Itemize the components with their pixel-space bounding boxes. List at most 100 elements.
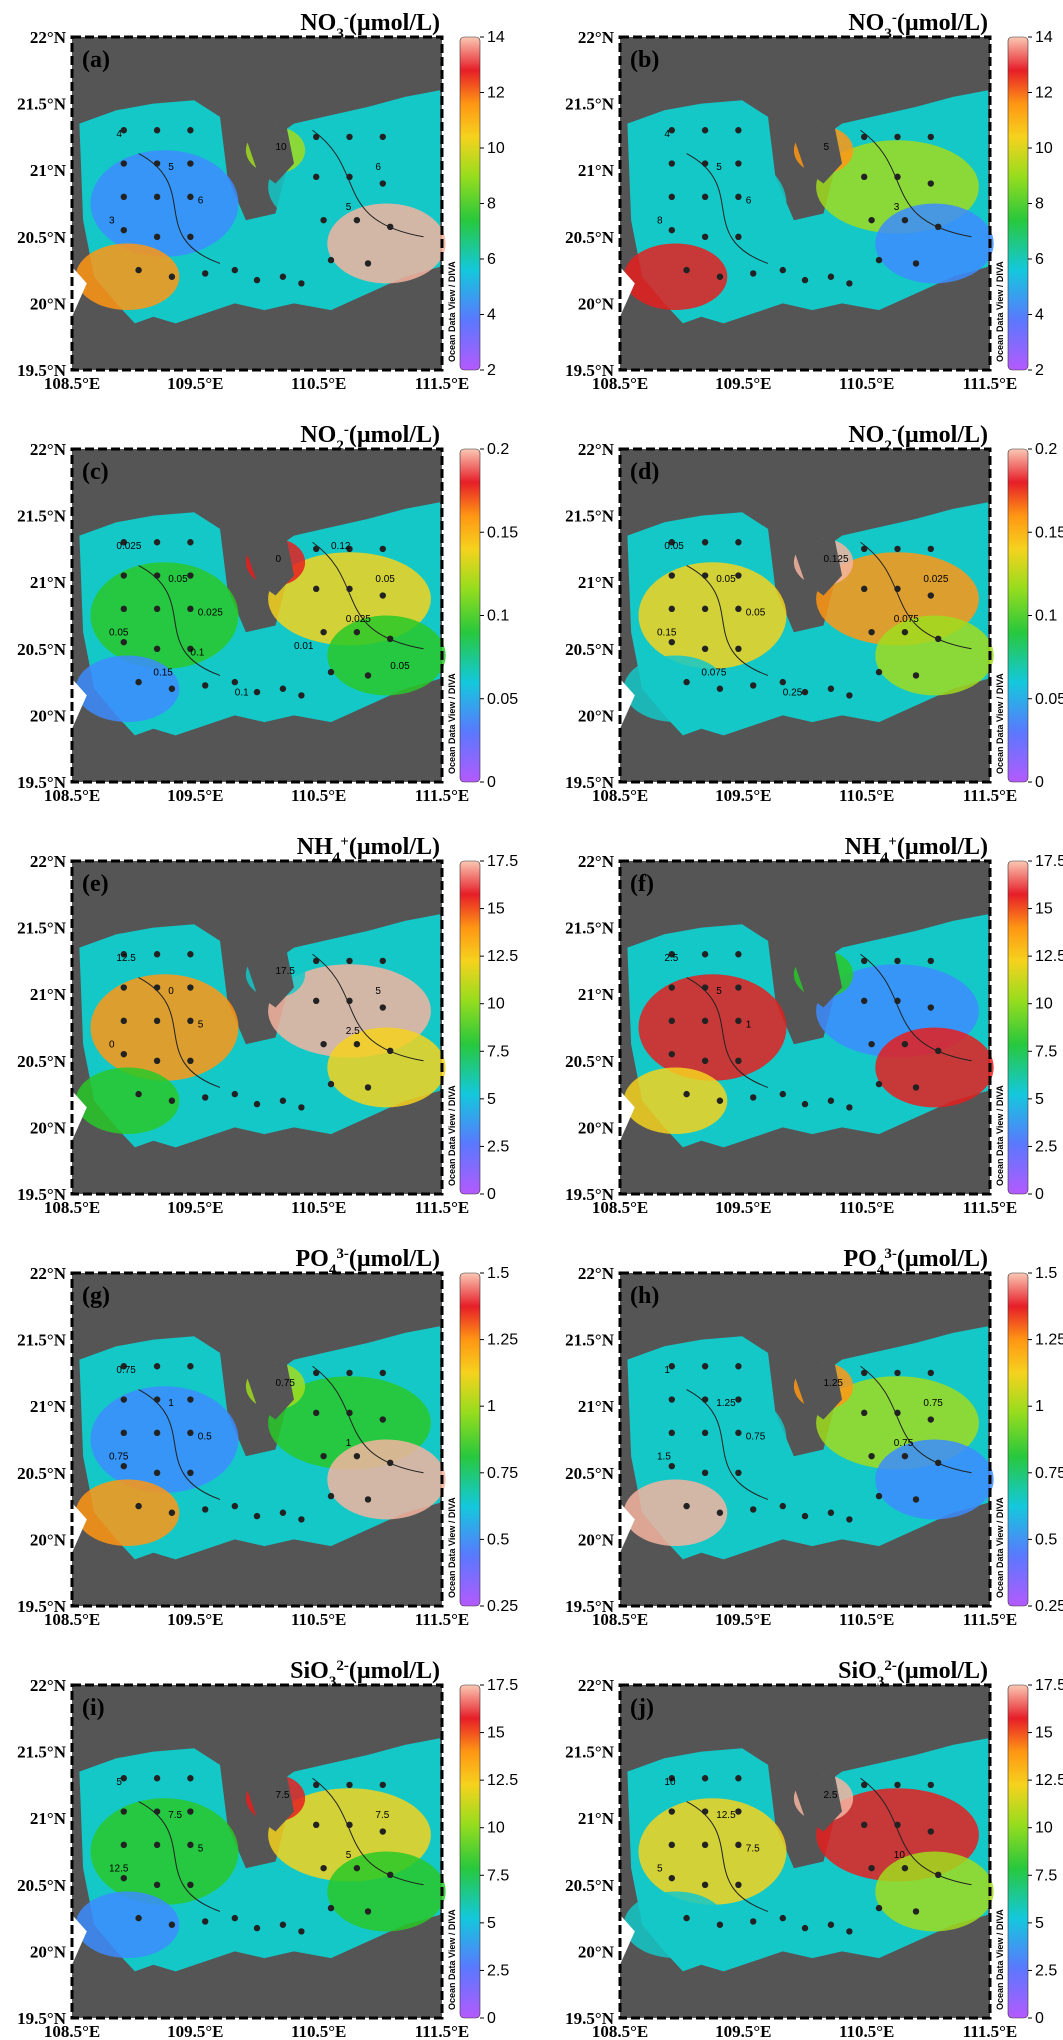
colorbar-tick-label: 5 <box>1035 1915 1044 1932</box>
sampling-station-dot <box>346 1409 353 1417</box>
sampling-station-dot <box>668 1396 675 1403</box>
sampling-station-dot <box>346 1781 353 1789</box>
sampling-station-dot <box>927 1828 934 1835</box>
sampling-station-dot <box>912 1084 920 1091</box>
concentration-patch <box>638 150 787 257</box>
latitude-tick-label: 21°N <box>578 1397 615 1416</box>
concentration-patch <box>90 150 239 257</box>
hainan-land <box>286 310 346 370</box>
latitude-tick-label: 20°N <box>578 1942 615 1961</box>
sampling-station-dot <box>313 173 320 181</box>
sampling-station-dot <box>701 1396 709 1403</box>
colorbar-tick-label: 2.5 <box>1035 1962 1057 1979</box>
sampling-station-dot <box>135 678 142 686</box>
sampling-station-dot <box>861 133 868 141</box>
sampling-station-dot <box>346 997 353 1005</box>
title-superscript: 2- <box>336 1658 349 1674</box>
sampling-station-dot <box>894 1409 901 1417</box>
sampling-station-dot <box>231 266 238 274</box>
sampling-station-dot <box>875 256 883 264</box>
colorbar: 17.5 15 12.5 10 7.5 5 2.5 0 Ocean Data View / DI… <box>447 1677 518 2027</box>
title-unit: (µmol/L) <box>349 834 440 860</box>
sampling-station-dot <box>120 1841 127 1849</box>
colorbar-gradient <box>459 36 481 371</box>
sampling-station-dot <box>253 1512 261 1520</box>
latitude-tick-label: 22°N <box>578 28 615 47</box>
contour-label: 5 <box>375 986 381 997</box>
sampling-station-dot <box>153 605 161 613</box>
sampling-station-dot <box>827 1509 835 1516</box>
sampling-station-dot <box>187 1429 194 1437</box>
contour-label: 2.5 <box>824 1790 838 1801</box>
latitude-tick-label: 20°N <box>30 1530 67 1549</box>
colorbar-tick-label: 17.5 <box>1035 1677 1063 1694</box>
sampling-station-dot <box>153 233 161 240</box>
title-species: NH <box>297 834 333 860</box>
sampling-station-dot <box>187 1881 194 1888</box>
longitude-tick-label: 110.5°E <box>839 786 894 805</box>
title-unit: (µmol/L) <box>349 1246 440 1272</box>
contour-label: 10 <box>894 1850 906 1861</box>
sampling-station-dot <box>387 223 394 231</box>
hainan-land <box>657 323 731 370</box>
leizhou-peninsula-land <box>242 1774 294 1832</box>
longitude-tick-label: 111.5°E <box>415 1198 470 1217</box>
sampling-station-dot <box>279 1921 287 1928</box>
contour-label: 0.12 <box>331 541 351 552</box>
longitude-tick-label: 110.5°E <box>291 374 346 393</box>
sampling-station-dot <box>153 539 161 546</box>
longitude-tick-label: 111.5°E <box>415 786 470 805</box>
sampling-station-dot <box>353 216 361 224</box>
sampling-station-dot <box>135 1090 142 1098</box>
sampling-station-dot <box>735 1881 742 1888</box>
contour-label: 0.75 <box>276 1378 296 1389</box>
title-superscript: - <box>344 422 349 438</box>
sampling-station-dot <box>668 638 675 646</box>
map-frame <box>618 859 992 1196</box>
odv-credit: Ocean Data View / DIVA <box>995 1497 1005 1598</box>
sampling-station-dot <box>153 127 161 134</box>
concentration-patch <box>638 1798 787 1905</box>
sampling-station-dot <box>120 226 127 234</box>
contour-label: 0.075 <box>701 667 726 678</box>
sampling-station-dot <box>168 685 176 692</box>
sampling-station-dot <box>120 1396 127 1403</box>
panel-d: NO2-(µmol/L)0.050.050.050.150.1250.0750.… <box>565 422 1063 805</box>
nodata-region <box>72 678 87 729</box>
sampling-station-dot <box>861 957 868 965</box>
latitude-tick-label: 22°N <box>30 28 67 47</box>
sampling-station-dot <box>735 1363 742 1370</box>
sampling-station-dot <box>927 1781 934 1789</box>
title-species: NO <box>848 10 884 36</box>
colorbar-tick-label: 10 <box>487 140 505 157</box>
contour-label: 0.75 <box>894 1438 914 1449</box>
longitude-tick-label: 110.5°E <box>291 786 346 805</box>
sampling-station-dot <box>120 1775 127 1782</box>
sampling-station-dot <box>153 1775 161 1782</box>
title-unit: (µmol/L) <box>897 10 988 36</box>
sampling-station-dot <box>153 1469 161 1476</box>
panel-label: (h) <box>630 1283 659 1309</box>
sampling-station-dot <box>379 1828 386 1835</box>
sampling-station-dot <box>153 1881 161 1888</box>
hainan-land <box>286 1958 346 2018</box>
latitude-tick-label: 20.5°N <box>17 228 67 247</box>
contour-label: 5 <box>716 162 722 173</box>
hainan-land <box>286 1134 346 1194</box>
leizhou-peninsula-land <box>242 1362 294 1420</box>
colorbar-tick-label: 10 <box>1035 996 1053 1013</box>
concentration-patch <box>75 655 180 723</box>
sampling-station-dot <box>153 1841 161 1849</box>
sampling-station-dot <box>668 193 675 201</box>
sampling-station-dot <box>701 605 709 613</box>
leizhou-peninsula-land <box>790 1774 842 1832</box>
sampling-station-dot <box>894 173 901 181</box>
sampling-station-dot <box>861 545 868 553</box>
colorbar: 17.5 15 12.5 10 7.5 5 2.5 0 Ocean Data View / DI… <box>447 853 518 1203</box>
colorbar-tick-label: 0.05 <box>487 691 518 708</box>
concentration-patch <box>75 243 180 311</box>
contour-label: 0.025 <box>923 574 948 585</box>
nodata-region <box>72 266 87 317</box>
sampling-station-dot <box>894 997 901 1005</box>
